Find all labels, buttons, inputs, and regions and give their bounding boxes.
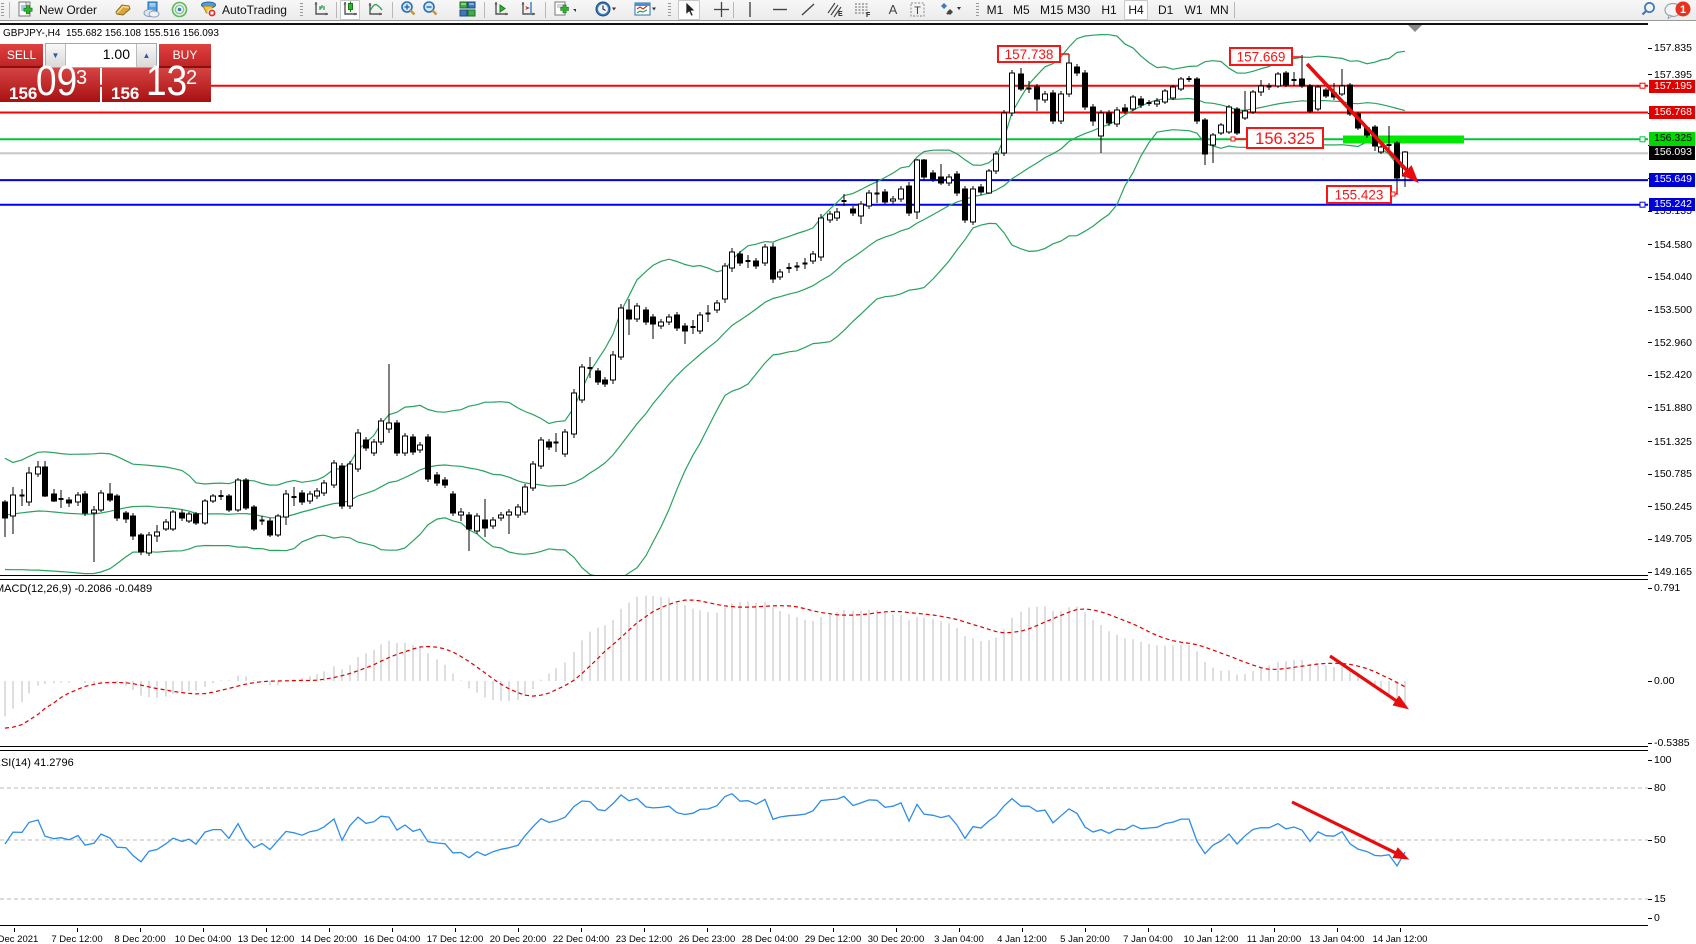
svg-text:155.423: 155.423: [1335, 187, 1384, 202]
svg-text:E: E: [838, 11, 843, 18]
svg-text:A: A: [889, 2, 898, 17]
svg-text:MACD(12,26,9) -0.2086 -0.0489: MACD(12,26,9) -0.2086 -0.0489: [0, 583, 152, 595]
svg-text:F: F: [866, 12, 871, 18]
svg-text:RSI(14) 41.2796: RSI(14) 41.2796: [0, 757, 74, 769]
svg-text:T: T: [914, 5, 921, 17]
svg-text:157.669: 157.669: [1237, 49, 1286, 64]
svg-text:156.325: 156.325: [1255, 130, 1315, 148]
svg-text:1: 1: [1680, 4, 1686, 16]
svg-text:157.738: 157.738: [1005, 47, 1054, 62]
